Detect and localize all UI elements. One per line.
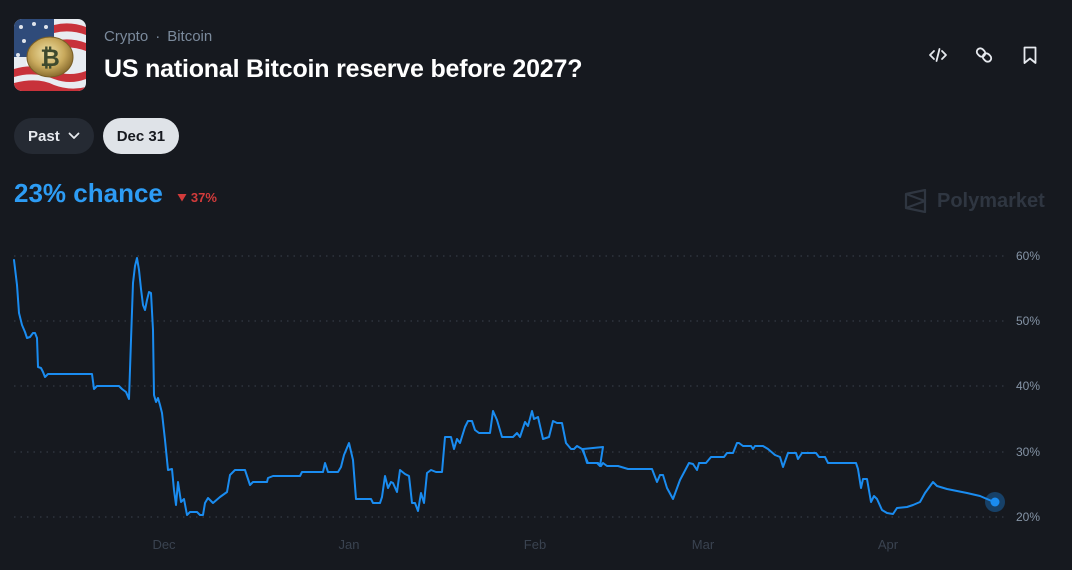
y-tick-20: 20% — [1016, 510, 1040, 524]
y-tick-60: 60% — [1016, 249, 1040, 263]
change-badge: 37% — [177, 190, 217, 205]
copy-link-button[interactable] — [974, 44, 994, 66]
selected-date: Dec 31 — [116, 127, 166, 145]
triangle-down-icon — [177, 194, 187, 202]
chance-value: 23% chance — [14, 178, 163, 208]
y-axis-labels: 60% 50% 40% 30% 20% — [1016, 249, 1040, 524]
x-tick-feb: Feb — [524, 537, 546, 552]
current-point-dot — [990, 497, 1000, 507]
bookmark-button[interactable] — [1020, 44, 1040, 66]
x-tick-apr: Apr — [878, 537, 899, 552]
header-actions — [928, 44, 1040, 66]
y-tick-50: 50% — [1016, 314, 1040, 328]
x-axis-labels: Dec Jan Feb Mar Apr — [152, 537, 898, 552]
past-label: Past — [28, 127, 60, 145]
x-tick-jan: Jan — [339, 537, 360, 552]
breadcrumb-subcategory[interactable]: Bitcoin — [167, 28, 213, 45]
page-title: US national Bitcoin reserve before 2027? — [104, 55, 583, 83]
polymarket-logo-icon — [904, 189, 927, 213]
embed-button[interactable] — [928, 44, 948, 66]
link-icon — [975, 47, 993, 63]
past-dropdown[interactable]: Past — [14, 118, 94, 154]
breadcrumb-category[interactable]: Crypto — [104, 28, 149, 45]
bookmark-icon — [1023, 46, 1037, 64]
time-filters: Past Dec 31 — [14, 118, 180, 154]
price-line — [13, 257, 995, 516]
x-tick-mar: Mar — [692, 537, 715, 552]
chevron-down-icon — [68, 132, 80, 139]
breadcrumb: Crypto · Bitcoin — [104, 28, 212, 45]
brand-name: Polymarket — [937, 189, 1045, 212]
us-flag-bitcoin-image: ₿ — [14, 19, 86, 91]
y-tick-30: 30% — [1016, 445, 1040, 459]
y-tick-40: 40% — [1016, 379, 1040, 393]
svg-text:₿: ₿ — [40, 45, 60, 72]
embed-icon — [929, 48, 947, 62]
grid-lines — [14, 255, 1005, 518]
chance-summary: 23% chance 37% — [14, 178, 217, 209]
market-thumbnail: ₿ — [14, 19, 86, 91]
x-tick-dec: Dec — [152, 537, 176, 552]
breadcrumb-separator: · — [155, 28, 161, 45]
date-pill[interactable]: Dec 31 — [102, 118, 180, 154]
change-value: 37% — [190, 190, 217, 205]
polymarket-watermark: Polymarket — [903, 189, 1045, 213]
